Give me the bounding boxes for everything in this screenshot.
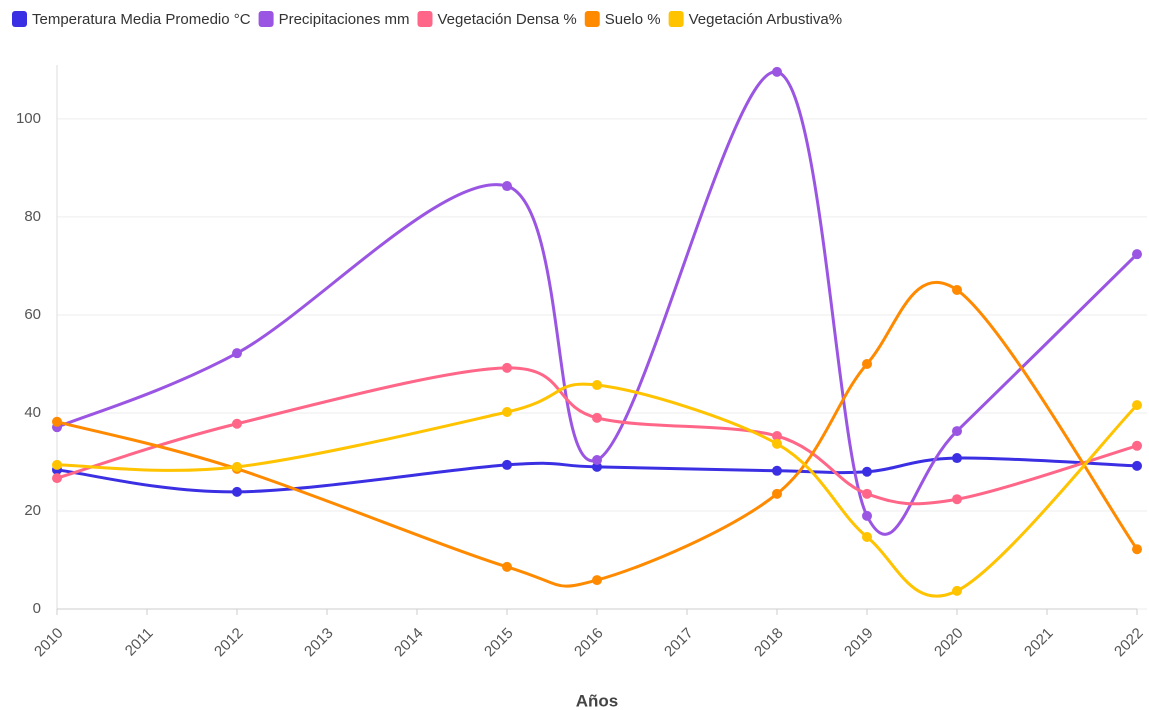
x-tick-label: 2020	[931, 625, 967, 661]
legend-label: Suelo %	[605, 11, 661, 28]
y-tick-label: 40	[24, 404, 41, 421]
data-point	[232, 486, 242, 497]
data-point	[232, 461, 242, 472]
y-tick-label: 80	[24, 208, 41, 225]
x-tick-label: 2016	[571, 625, 607, 661]
legend-label: Vegetación Densa %	[437, 11, 576, 28]
data-point	[772, 488, 782, 499]
data-point	[592, 455, 602, 466]
data-point	[502, 459, 512, 470]
x-tick-label: 2017	[661, 625, 697, 661]
x-tick-label: 2019	[841, 625, 877, 661]
y-tick-label: 100	[16, 110, 41, 127]
data-point	[952, 284, 962, 295]
data-point	[862, 358, 872, 369]
legend-swatch	[12, 11, 27, 27]
data-point	[862, 510, 872, 521]
data-point	[502, 406, 512, 417]
x-tick-label: 2013	[301, 625, 337, 661]
data-point	[52, 473, 62, 484]
data-point	[772, 66, 782, 77]
data-point	[502, 561, 512, 572]
legend-label: Precipitaciones mm	[279, 11, 410, 28]
data-point	[1132, 460, 1142, 471]
series-line	[56, 366, 1138, 506]
x-tick-label: 2015	[481, 625, 517, 661]
data-point	[862, 531, 872, 542]
data-point	[952, 426, 962, 437]
data-point	[862, 488, 872, 499]
data-point	[232, 418, 242, 429]
x-tick-label: 2012	[211, 625, 247, 661]
data-point	[1132, 400, 1142, 411]
series-line	[56, 70, 1139, 536]
x-axis-title: Años	[576, 691, 619, 710]
series-line	[56, 281, 1139, 588]
data-point	[772, 430, 782, 441]
data-point	[1132, 544, 1142, 555]
data-point	[52, 459, 62, 470]
x-tick-label: 2014	[391, 625, 427, 661]
x-tick-label: 2018	[751, 625, 787, 661]
data-point	[592, 380, 602, 391]
data-point	[862, 466, 872, 477]
legend-label: Temperatura Media Promedio °C	[32, 11, 251, 28]
data-point	[592, 461, 602, 472]
data-point	[1132, 249, 1142, 260]
y-tick-label: 60	[24, 306, 41, 323]
legend-swatch	[417, 11, 433, 27]
data-point	[952, 585, 962, 596]
data-point	[1132, 440, 1142, 451]
y-tick-label: 0	[33, 600, 41, 617]
legend-swatch	[584, 11, 600, 27]
data-point	[952, 453, 962, 464]
data-point	[592, 575, 602, 586]
data-point	[52, 416, 62, 427]
y-tick-label: 20	[24, 502, 41, 519]
x-tick-label: 2011	[122, 625, 157, 660]
x-tick-label: 2022	[1111, 625, 1147, 661]
series-line	[56, 456, 1138, 494]
x-tick-label: 2010	[31, 625, 67, 661]
legend-label: Vegetación Arbustiva%	[689, 11, 842, 28]
data-point	[772, 438, 782, 449]
data-point	[592, 412, 602, 423]
x-tick-label: 2021	[1021, 625, 1057, 661]
data-point	[952, 494, 962, 505]
data-point	[772, 465, 782, 476]
data-point	[502, 362, 512, 373]
legend-swatch	[258, 11, 274, 27]
data-point	[232, 348, 242, 359]
legend-swatch	[668, 11, 684, 27]
data-point	[502, 181, 512, 192]
